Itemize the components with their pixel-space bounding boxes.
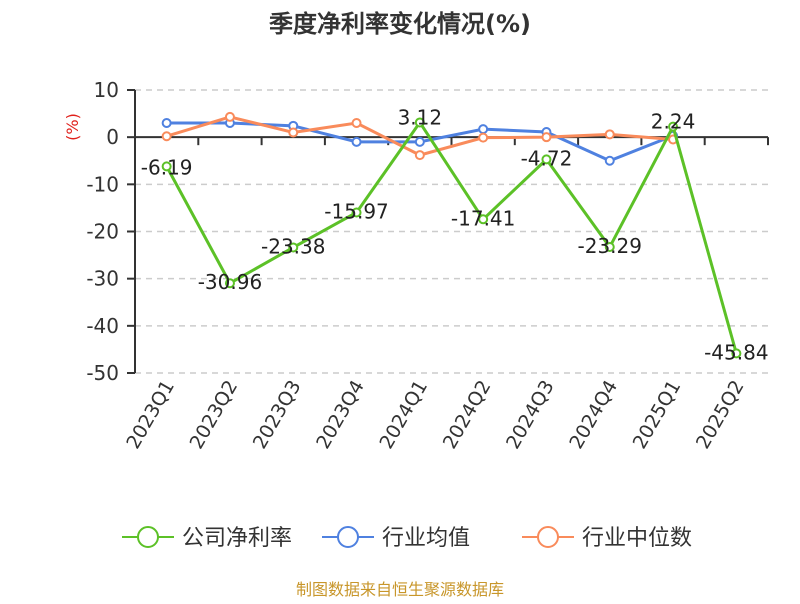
- y-tick-label: 0: [106, 125, 119, 149]
- data-point[interactable]: [604, 129, 615, 140]
- x-tick-label: 2025Q1: [629, 377, 686, 453]
- x-tick-label: 2024Q1: [375, 377, 432, 453]
- y-tick-label: 10: [94, 78, 119, 102]
- data-label: 3.12: [398, 105, 443, 129]
- x-tick-label: 2024Q4: [565, 377, 622, 453]
- data-point[interactable]: [161, 131, 172, 142]
- series-lines: [161, 111, 742, 359]
- data-label: -30.96: [198, 270, 262, 294]
- data-point[interactable]: [351, 118, 362, 129]
- x-tick-label: 2023Q4: [312, 377, 369, 453]
- data-point[interactable]: [288, 127, 299, 138]
- data-label: 2.24: [651, 110, 696, 134]
- data-labels: -6.19 -30.96 -23.38 -15.97 3.12 -17.41 -4.72 -2…: [141, 105, 769, 364]
- x-tick-label: 2024Q2: [439, 377, 496, 453]
- x-tick-label: 2024Q3: [502, 377, 559, 453]
- data-point[interactable]: [288, 242, 299, 253]
- x-tick-label: 2023Q2: [186, 377, 243, 453]
- data-point[interactable]: [604, 242, 615, 253]
- data-point[interactable]: [478, 214, 489, 225]
- source-footer: 制图数据来自恒生聚源数据库: [296, 580, 504, 599]
- legend-label: 行业均值: [382, 526, 470, 551]
- legend-label: 行业中位数: [582, 526, 692, 551]
- data-point[interactable]: [604, 155, 615, 166]
- data-point[interactable]: [668, 121, 679, 132]
- data-point[interactable]: [161, 161, 172, 172]
- data-point[interactable]: [541, 132, 552, 143]
- data-point[interactable]: [224, 278, 235, 289]
- legend-label: 公司净利率: [182, 526, 292, 551]
- legend[interactable]: 公司净利率 行业均值 行业中位数: [122, 526, 692, 551]
- legend-item[interactable]: 行业中位数: [522, 526, 692, 551]
- data-label: -23.38: [261, 234, 325, 258]
- y-tick-label: -20: [86, 220, 119, 244]
- series-line: [165, 119, 738, 354]
- data-label: -15.97: [324, 199, 388, 223]
- data-point[interactable]: [224, 111, 235, 122]
- data-point[interactable]: [161, 118, 172, 129]
- x-tick-label: 2025Q2: [692, 377, 749, 453]
- y-tick-label: -30: [86, 267, 119, 291]
- data-label: -45.84: [704, 340, 768, 364]
- data-label: -17.41: [451, 206, 515, 230]
- data-label: -6.19: [141, 155, 193, 179]
- data-label: -23.29: [578, 234, 642, 258]
- y-axis: 10 0 -10 -20 -30 -40 -50: [86, 78, 136, 385]
- y-tick-label: -40: [86, 314, 119, 338]
- chart-title: 季度净利率变化情况(%): [269, 10, 531, 38]
- data-point[interactable]: [414, 150, 425, 161]
- data-point[interactable]: [351, 136, 362, 147]
- data-label: -4.72: [521, 146, 573, 170]
- y-axis-unit: (%): [63, 113, 82, 141]
- y-tick-label: -10: [86, 172, 119, 196]
- data-point[interactable]: [478, 132, 489, 143]
- data-point[interactable]: [351, 207, 362, 218]
- y-tick-label: -50: [86, 361, 119, 385]
- data-point[interactable]: [541, 154, 552, 165]
- legend-item[interactable]: 行业均值: [322, 526, 470, 551]
- data-point[interactable]: [414, 117, 425, 128]
- data-point[interactable]: [414, 136, 425, 147]
- legend-item[interactable]: 公司净利率: [122, 526, 292, 551]
- x-tick-label: 2023Q3: [249, 377, 306, 453]
- data-point[interactable]: [478, 124, 489, 135]
- data-point[interactable]: [731, 348, 742, 359]
- x-tick-label: 2023Q1: [122, 377, 179, 453]
